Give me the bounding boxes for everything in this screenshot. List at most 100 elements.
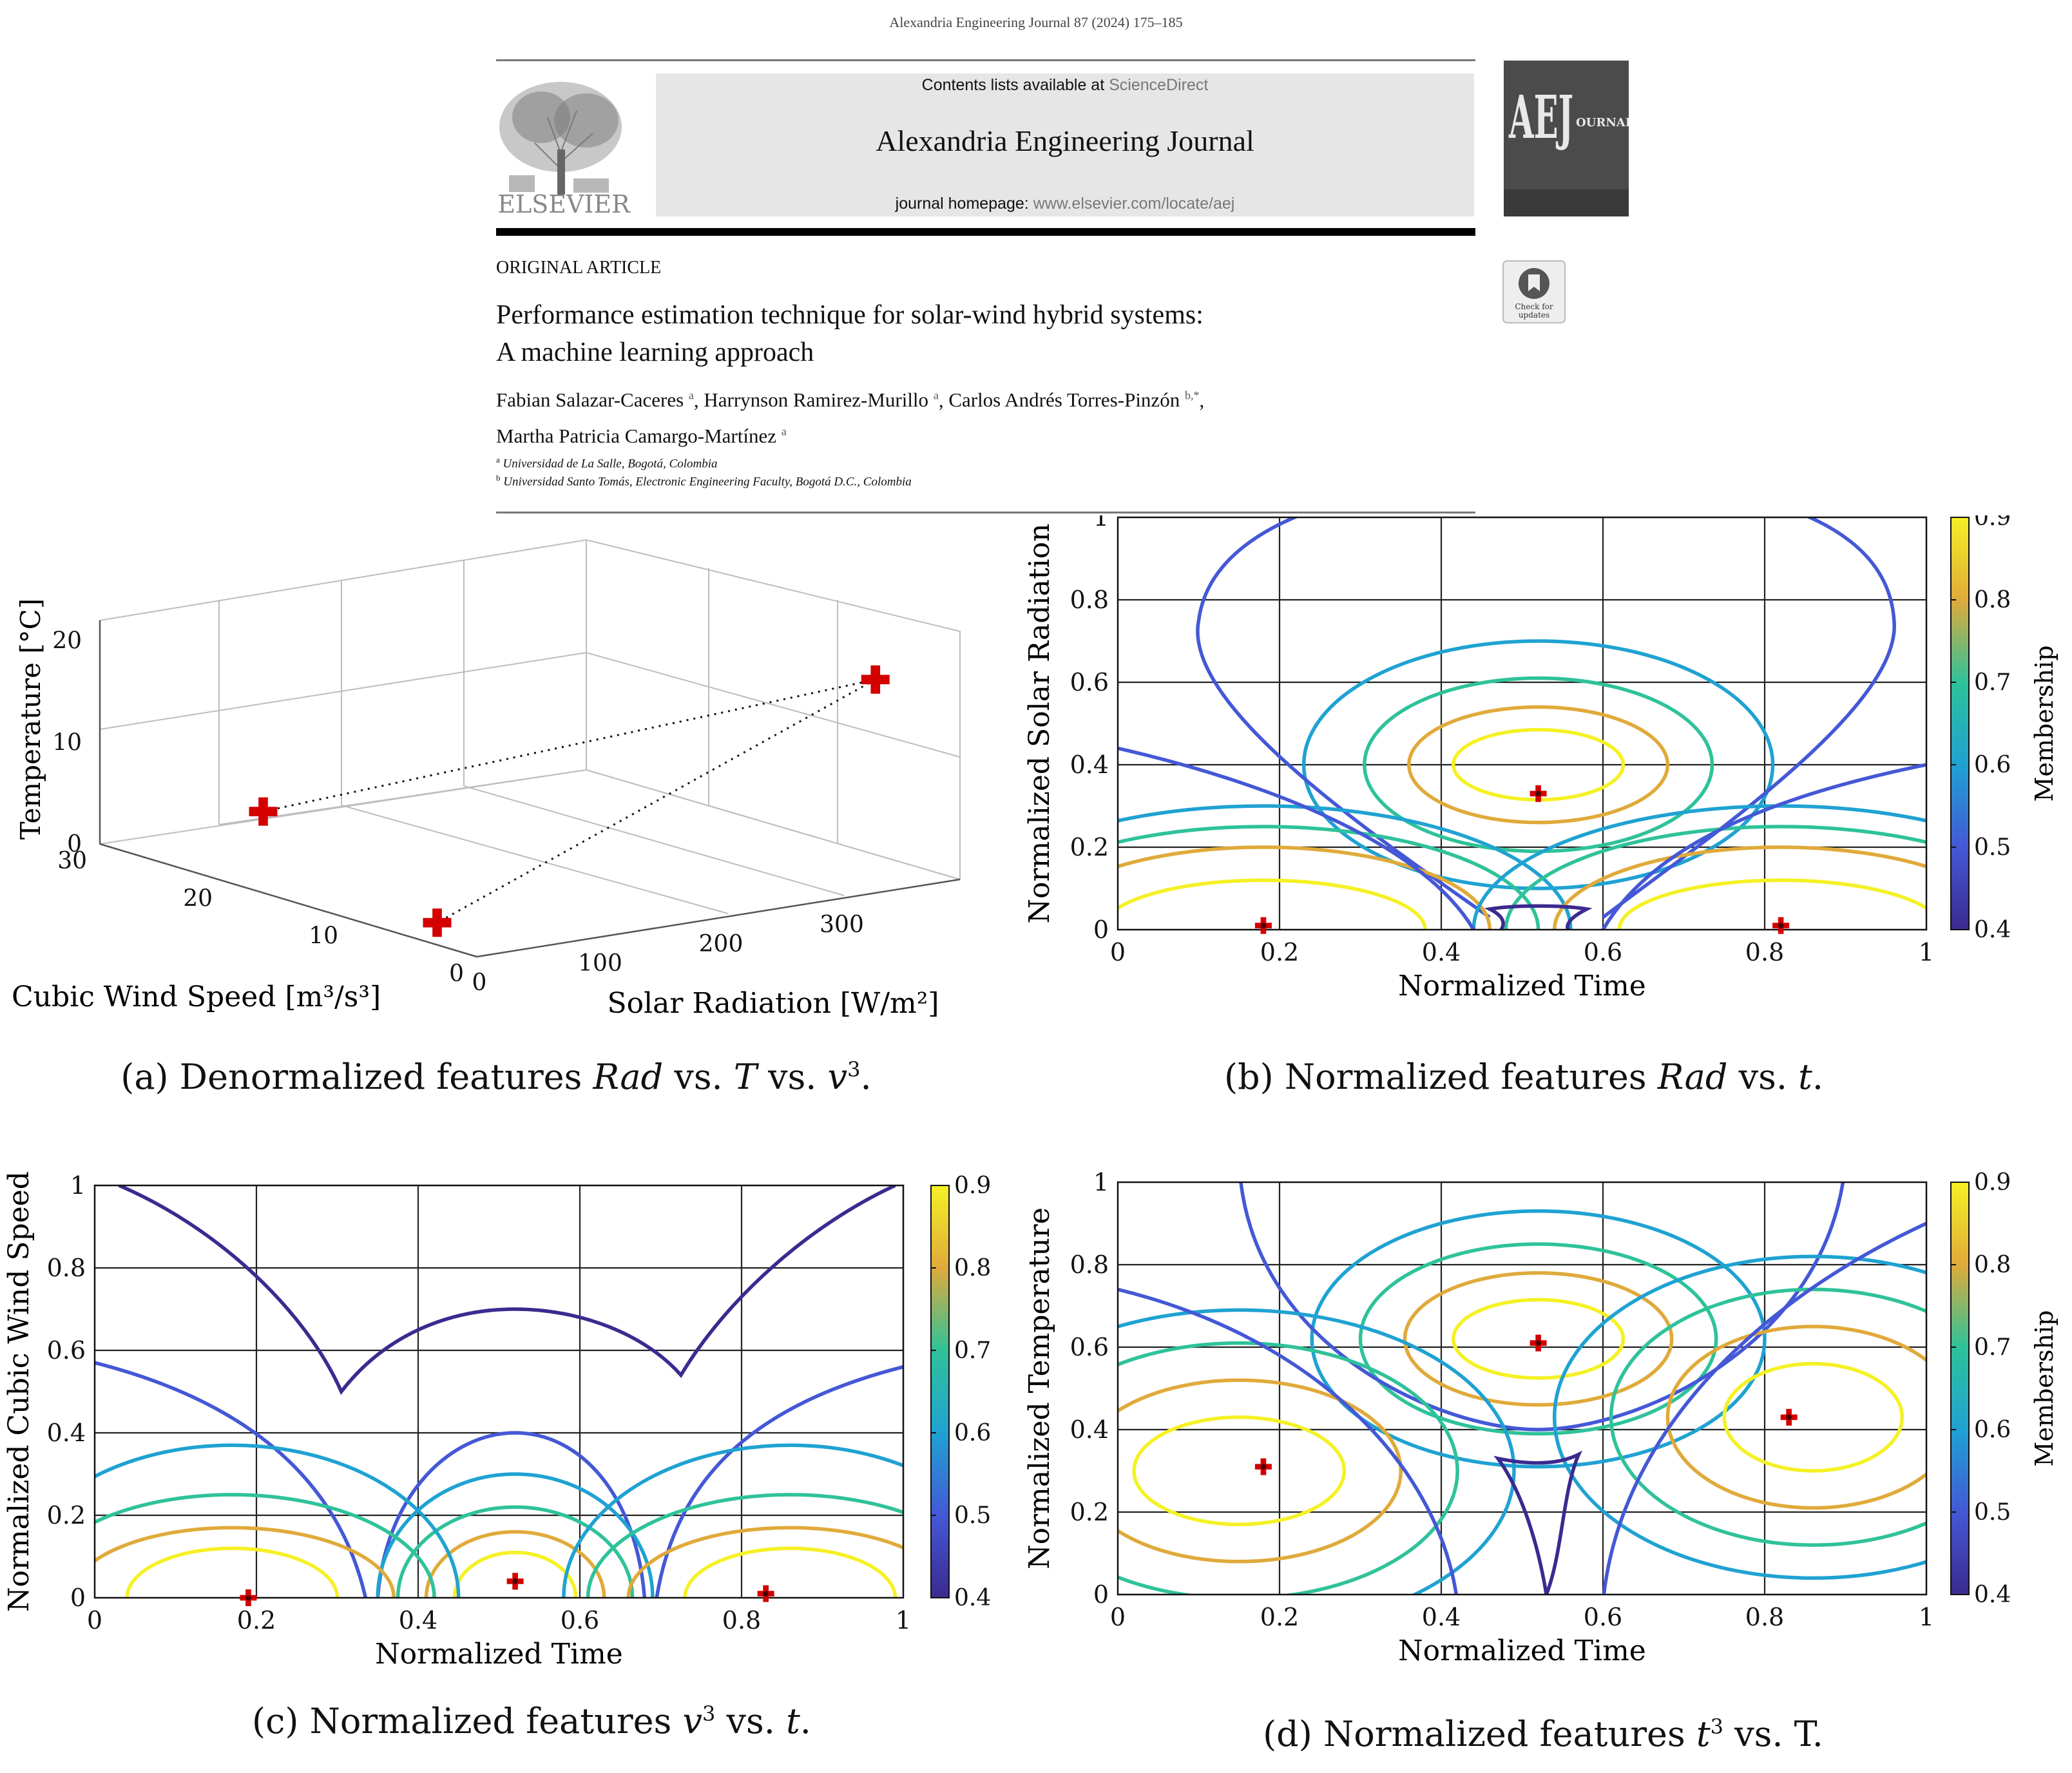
ytick: 0.6 [1070, 1333, 1109, 1361]
contour-0.7 [1363, 676, 1714, 854]
affiliation-b: b Universidad Santo Tomás, Electronic En… [496, 473, 912, 489]
badge-text-2: updates [1519, 311, 1549, 320]
contour-0.6 [376, 1472, 655, 1598]
contour-0.4 [1484, 904, 1593, 930]
contour-0.8 [626, 1526, 903, 1598]
ytick: 0.6 [1070, 668, 1109, 696]
chart-a-point [249, 797, 278, 826]
xlabel: Normalized Time [1398, 970, 1646, 1002]
chart-a-xtick: 100 [578, 950, 622, 977]
xtick: 1 [1919, 1603, 1934, 1631]
ylabel: Normalized Cubic Wind Speed [3, 1171, 35, 1612]
contour-0.8 [95, 1526, 396, 1598]
chart-a-ytick: 30 [57, 848, 87, 874]
plot-area [95, 1185, 903, 1598]
contour-0.7 [1358, 1242, 1718, 1436]
colorbar-tick: 0.7 [1974, 1334, 2011, 1361]
contour-0.9 [1617, 878, 1926, 930]
chart-a-xtick: 0 [472, 970, 487, 996]
xtick: 0.4 [1422, 1603, 1461, 1631]
journal-citation: Alexandria Engineering Journal 87 (2024)… [889, 14, 1183, 30]
contour-0.5 [1602, 1222, 1926, 1595]
contour-0.8 [1407, 705, 1670, 825]
contour-0.5 [1196, 517, 1896, 919]
elsevier-wordmark: ELSEVIER [497, 190, 631, 218]
ytick: 0.8 [47, 1254, 86, 1282]
chart-a-ylabel: Cubic Wind Speed [m³/s³] [12, 981, 381, 1013]
affiliation-a: a Universidad de La Salle, Bogotá, Colom… [496, 455, 718, 471]
chart-a-ztick: 0 [67, 831, 82, 858]
contour-0.6 [1553, 1254, 1926, 1580]
colorbar-tick: 0.4 [954, 1585, 991, 1611]
xtick: 0.6 [1584, 1603, 1622, 1631]
sciencedirect-link[interactable]: ScienceDirect [1109, 76, 1209, 94]
homepage-link[interactable]: www.elsevier.com/locate/aej [1033, 195, 1235, 213]
author: Carlos Andrés Torres-Pinzón b,* [948, 388, 1200, 412]
cluster-center [1780, 1408, 1798, 1426]
cluster-center [1772, 917, 1790, 934]
colorbar [1950, 517, 1970, 930]
badge-text-1: Check for [1515, 302, 1553, 311]
colorbar-tick: 0.7 [1974, 669, 2011, 696]
ylabel: Normalized Temperature [1023, 1207, 1056, 1569]
elsevier-logo: ELSEVIER [496, 72, 631, 218]
chart-d: 0 0.2 0.4 0.6 0.8 1 0 0.2 0.4 0.6 0.8 1 Normalized T… [1023, 1168, 2058, 1667]
contour-0.6 [1310, 1209, 1767, 1469]
colorbar [930, 1185, 950, 1598]
xtick: 0.8 [722, 1606, 761, 1634]
contour-0.8 [1403, 1271, 1674, 1407]
xtick: 0.8 [1745, 938, 1784, 966]
xtick: 0.2 [1260, 1603, 1299, 1631]
ytick: 0.2 [1070, 1498, 1109, 1526]
contour-0.7 [95, 1493, 436, 1598]
grid [1118, 517, 1926, 930]
xtick: 1 [896, 1606, 911, 1634]
cluster-center [1530, 785, 1547, 802]
contour-0.6 [1118, 804, 1573, 930]
bookmark-icon [1528, 274, 1540, 291]
cluster-center [1254, 917, 1272, 934]
cluster-center [1530, 1334, 1547, 1352]
ylabel: Normalized Solar Radiation [1023, 524, 1056, 924]
contour-0.9 [1722, 1361, 1904, 1473]
plot-area [1118, 1182, 1926, 1595]
xlabel: Normalized Time [375, 1638, 623, 1671]
contour-0.8 [1665, 1325, 1926, 1510]
author-list: Fabian Salazar-Caceres a, Harrynson Rami… [496, 388, 1205, 447]
check-updates-badge[interactable]: Check for updates [1502, 260, 1566, 323]
cluster-center [506, 1573, 524, 1590]
contour-0.9 [1452, 1298, 1626, 1380]
ytick: 0.8 [1070, 1251, 1109, 1279]
contour-0.5 [1118, 746, 1475, 930]
colorbar-tick: 0.9 [1974, 1169, 2011, 1196]
xtick: 0.4 [1422, 938, 1461, 966]
xtick: 0.8 [1745, 1603, 1784, 1631]
chart-a-xtick: 300 [820, 912, 864, 938]
ytick: 1 [1093, 1168, 1109, 1196]
xtick: 0.6 [1584, 938, 1622, 966]
contour-0.6 [1301, 639, 1775, 890]
title-line-2: A machine learning approach [496, 338, 814, 367]
chart-c: 0 0.2 0.4 0.6 0.8 1 0 0.2 0.4 0.6 0.8 1 Normalized T… [3, 1171, 991, 1671]
ytick: 0.4 [47, 1419, 86, 1447]
contour-0.8 [1118, 1378, 1403, 1564]
article-title: Performance estimation technique for sol… [496, 296, 1591, 371]
chart-a-ztick: 10 [52, 729, 82, 756]
chart-a-point [861, 665, 890, 694]
contour-0.7 [396, 1505, 635, 1598]
colorbar [1950, 1182, 1970, 1595]
colorbar-tick: 0.8 [1974, 587, 2011, 613]
contour-0.4 [1493, 1450, 1582, 1595]
plot-frame [93, 1184, 905, 1599]
cover-word: OURNAL [1576, 116, 1629, 129]
caption-c: (c) Normalized features v3 vs. t. [252, 1701, 811, 1741]
contour-0.5 [1118, 1287, 1458, 1595]
contour-0.5 [376, 1431, 647, 1598]
xtick: 0.2 [237, 1606, 276, 1634]
plot-frame [1117, 1181, 1928, 1596]
xtick: 0.2 [1260, 938, 1299, 966]
colorbar-tick: 0.4 [1974, 1582, 2011, 1608]
contour-0.7 [1504, 825, 1926, 930]
contour-0.8 [1553, 845, 1926, 930]
chart-a-xtick: 200 [699, 931, 743, 957]
